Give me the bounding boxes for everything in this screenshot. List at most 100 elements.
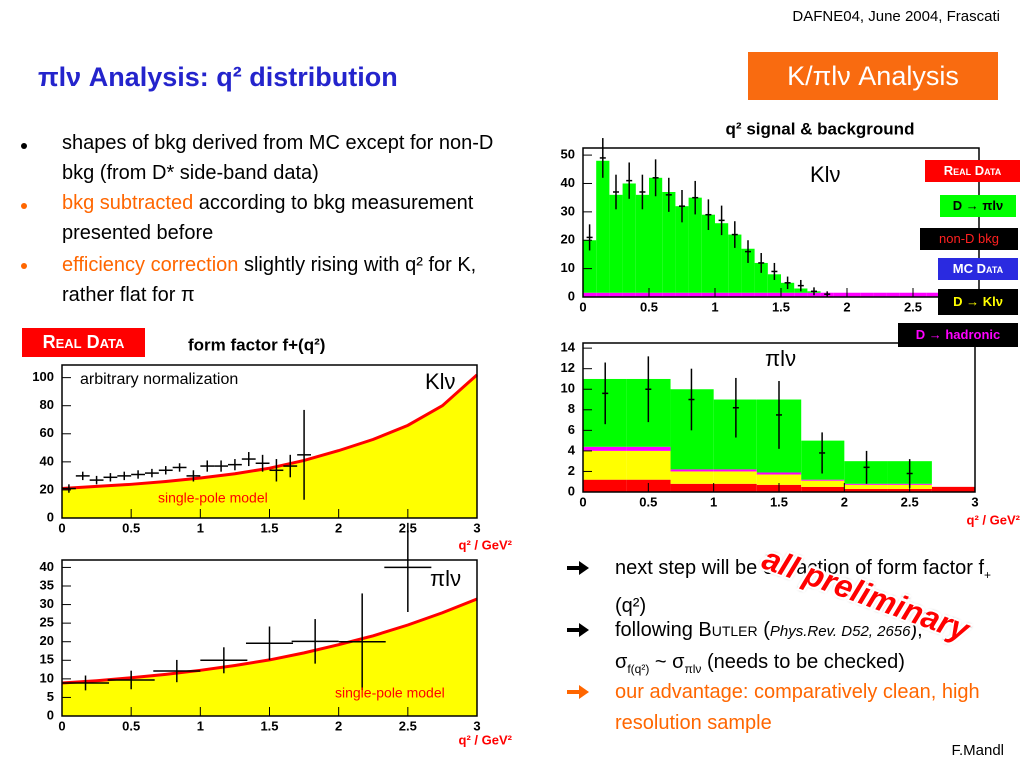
y-tick-label: 60 bbox=[40, 425, 54, 440]
x-axis-label: q² / GeV² bbox=[459, 732, 513, 747]
x-tick-label: 0.5 bbox=[122, 520, 140, 535]
histogram-bar bbox=[844, 488, 888, 492]
histogram-bar bbox=[688, 197, 702, 293]
next-step: our advantage: comparatively clean, high… bbox=[615, 677, 1015, 739]
x-tick-label: 3 bbox=[971, 494, 978, 509]
annotation: Klν bbox=[425, 369, 456, 394]
x-tick-label: 1.5 bbox=[260, 520, 278, 535]
histogram-bar bbox=[649, 177, 663, 293]
next-step-text: (q²) bbox=[615, 595, 647, 617]
reference: Phys.Rev. D52, 2656 bbox=[769, 623, 911, 640]
x-tick-label: 1 bbox=[711, 299, 718, 314]
y-tick-label: 35 bbox=[40, 577, 54, 592]
y-tick-label: 15 bbox=[40, 652, 54, 667]
x-tick-label: 0 bbox=[58, 520, 65, 535]
real-data-badge: Real Data bbox=[22, 328, 145, 357]
histogram-bar bbox=[583, 479, 627, 492]
histogram-bar bbox=[626, 450, 671, 480]
y-tick-label: 50 bbox=[561, 147, 575, 162]
histogram-bar bbox=[767, 292, 781, 297]
arrow-bullet bbox=[567, 623, 589, 637]
y-tick-label: 10 bbox=[40, 670, 54, 685]
histogram-bar bbox=[801, 480, 845, 487]
x-tick-label: 0.5 bbox=[122, 718, 140, 733]
x-tick-label: 0 bbox=[579, 494, 586, 509]
annotation: Klν bbox=[810, 162, 841, 187]
annotation: πlν bbox=[765, 346, 796, 371]
legend-item: D → Klν bbox=[938, 289, 1018, 315]
histogram-bar bbox=[794, 292, 808, 297]
x-tick-label: 1.5 bbox=[260, 718, 278, 733]
next-step: following Butler (Phys.Rev. D52, 2656), σ… bbox=[615, 615, 1015, 685]
next-step-text: ( bbox=[757, 619, 770, 641]
next-step-text: following bbox=[615, 619, 699, 641]
y-tick-label: 0 bbox=[47, 509, 54, 524]
histogram-bar bbox=[635, 194, 649, 293]
y-tick-label: 20 bbox=[561, 232, 575, 247]
histogram-bar bbox=[886, 292, 900, 297]
annotation: single-pole model bbox=[335, 685, 445, 701]
slide-title: πlν Analysis: q² distribution bbox=[38, 62, 398, 92]
subscript: πlν bbox=[684, 662, 702, 676]
histogram-bar bbox=[844, 484, 888, 489]
histogram-bar bbox=[662, 191, 676, 293]
x-tick-label: 1 bbox=[197, 718, 204, 733]
event-label: DAFNE04, June 2004, Frascati bbox=[792, 8, 1000, 25]
histogram-bar bbox=[754, 292, 768, 297]
next-step: next step will be extraction of form fac… bbox=[615, 553, 1015, 622]
histogram-bar bbox=[583, 446, 627, 451]
y-tick-label: 100 bbox=[32, 369, 54, 384]
bullet: efficiency correction slightly rising wi… bbox=[62, 250, 502, 310]
bullet-dot bbox=[21, 203, 27, 209]
histogram-bar bbox=[662, 292, 676, 297]
y-tick-label: 0 bbox=[568, 483, 575, 498]
y-tick-label: 40 bbox=[40, 453, 54, 468]
y-tick-label: 12 bbox=[561, 360, 575, 375]
y-tick-label: 5 bbox=[47, 689, 54, 704]
annotation: arbitrary normalization bbox=[80, 371, 238, 388]
y-tick-label: 30 bbox=[40, 596, 54, 611]
x-tick-label: 1.5 bbox=[770, 494, 788, 509]
next-step-text: next step will be extraction of form fac… bbox=[615, 557, 985, 579]
y-tick-label: 10 bbox=[561, 260, 575, 275]
histogram-bar bbox=[926, 292, 940, 297]
fit-curve bbox=[61, 373, 478, 491]
histogram-bar bbox=[713, 483, 757, 492]
annotation: πlν bbox=[430, 566, 461, 591]
histogram-bar bbox=[609, 292, 623, 297]
y-tick-label: 40 bbox=[561, 175, 575, 190]
x-axis-label: q² / GeV² bbox=[967, 512, 1021, 527]
legend-item: D → hadronic bbox=[898, 323, 1018, 347]
legend-item: D → πlν bbox=[940, 195, 1016, 217]
arrow-bullet bbox=[567, 561, 589, 575]
y-tick-label: 4 bbox=[568, 442, 576, 457]
annotation: single-pole model bbox=[158, 490, 268, 506]
y-tick-label: 2 bbox=[568, 463, 575, 478]
author: Butler bbox=[698, 619, 758, 641]
x-tick-label: 2 bbox=[335, 520, 342, 535]
histogram-bar bbox=[670, 483, 714, 492]
histogram-bar bbox=[741, 292, 755, 297]
legend-item: non-D bkg bbox=[920, 228, 1018, 250]
histogram-bar bbox=[801, 479, 845, 481]
bullet-highlight: efficiency correction bbox=[62, 254, 239, 276]
histogram-bar bbox=[596, 160, 610, 293]
x-tick-label: 0.5 bbox=[640, 299, 658, 314]
histogram-bar bbox=[649, 292, 663, 297]
histogram-bar bbox=[715, 223, 729, 293]
histogram-bar bbox=[701, 292, 715, 297]
area-fill bbox=[62, 599, 477, 716]
histogram-bar bbox=[713, 471, 757, 484]
bullet: bkg subtracted according to bkg measurem… bbox=[62, 188, 502, 248]
histogram-bar bbox=[626, 446, 671, 451]
histogram-bar bbox=[675, 292, 689, 297]
x-tick-label: 0.5 bbox=[639, 494, 657, 509]
legend-item: Real Data bbox=[925, 160, 1020, 182]
histogram-bar bbox=[583, 450, 627, 480]
histogram-bar bbox=[609, 194, 623, 293]
histogram-bar bbox=[728, 234, 742, 293]
subscript: f(q²) bbox=[627, 662, 650, 676]
x-tick-label: 2 bbox=[335, 718, 342, 733]
x-tick-label: 0 bbox=[58, 718, 65, 733]
